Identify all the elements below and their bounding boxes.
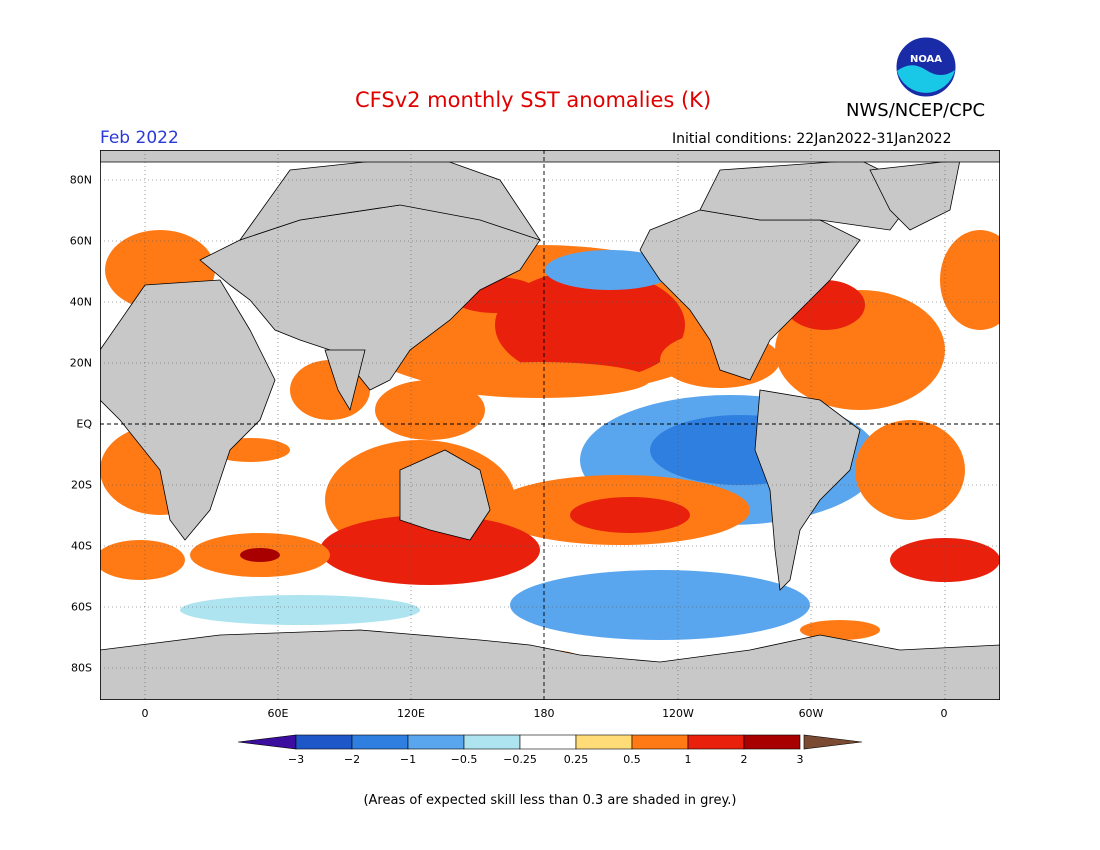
lon-label: 60E — [267, 707, 289, 720]
lat-label: 80S — [71, 661, 92, 675]
colorbar-bin — [463, 734, 521, 750]
colorbar-tick-label: −2 — [343, 753, 361, 766]
colorbar-tick-label: 1 — [684, 753, 692, 766]
sst-anomaly-map — [100, 150, 1000, 700]
colorbar-tick-label: −1 — [399, 753, 417, 766]
map-title: CFSv2 monthly SST anomalies (K) — [355, 88, 712, 112]
anomaly-northeast-atlantic-warm-east — [940, 230, 1000, 330]
colorbar-tick-label: −3 — [287, 753, 305, 766]
colorbar-bin — [575, 734, 633, 750]
anomaly-north-pacific-strong — [495, 270, 685, 380]
agency-label: NWS/NCEP/CPC — [846, 100, 986, 121]
skill-footnote: (Areas of expected skill less than 0.3 a… — [363, 793, 737, 808]
anomaly-agulhas-core — [240, 548, 280, 562]
lon-label: 120E — [397, 707, 425, 720]
landmasses — [100, 150, 1000, 700]
reference-lines — [100, 150, 1000, 700]
colorbar-tick-label: −0.5 — [450, 753, 478, 766]
colorbar-over-triangle — [803, 734, 862, 750]
colorbar-bin — [743, 734, 801, 750]
anomaly-southern-pacific-cool — [510, 570, 810, 640]
initial-conditions-label: Initial conditions: 22Jan2022-31Jan2022 — [672, 131, 952, 147]
colorbar-bins — [295, 734, 801, 750]
valid-month-label: Feb 2022 — [100, 128, 179, 148]
colorbar-tick-label: 2 — [740, 753, 748, 766]
land-india — [324, 349, 366, 412]
anomaly-gulf-alaska-cool — [545, 250, 675, 290]
anomaly-south-pacific-strong — [570, 497, 690, 533]
anomaly-tropical-north-pacific — [430, 362, 650, 398]
colorbar-bin — [519, 734, 577, 750]
land-antarctica — [100, 629, 1000, 700]
colorbar — [238, 734, 862, 750]
land-africa — [100, 279, 276, 541]
colorbar-bin — [351, 734, 409, 750]
colorbar-bin — [407, 734, 465, 750]
logo-rim — [895, 36, 957, 98]
land-north-america-arctic — [699, 159, 921, 231]
lat-label: 40S — [71, 539, 92, 553]
anomaly-maritime-continent — [375, 380, 485, 440]
colorbar-under-triangle — [238, 734, 297, 750]
colorbar-tick-label: 0.25 — [563, 753, 589, 766]
logo-text: NOAA — [910, 54, 942, 65]
colorbar-bin — [631, 734, 689, 750]
land-south-america — [754, 389, 861, 591]
lon-label: 120W — [662, 707, 694, 720]
lon-label: 0 — [940, 707, 948, 720]
land-arctic-mask — [100, 150, 1000, 163]
land-north-asia — [238, 154, 541, 241]
noaa-logo: NOAA — [895, 36, 957, 98]
lat-label: 20S — [71, 478, 92, 492]
lat-label: 60N — [69, 234, 92, 248]
anomaly-south-atlantic-strong — [890, 538, 1000, 582]
lat-label: 80N — [69, 173, 92, 187]
anomaly-southeast-atlantic-warm — [100, 540, 185, 580]
lat-label: 60S — [71, 600, 92, 614]
colorbar-bin — [687, 734, 745, 750]
anomaly-south-atlantic-warm — [855, 420, 965, 520]
lat-label: 20N — [69, 356, 92, 370]
land-australia — [399, 449, 491, 541]
anomaly-southern-indian-strong — [320, 515, 540, 585]
colorbar-tick-label: 3 — [796, 753, 804, 766]
lat-label: EQ — [76, 417, 92, 431]
lat-label: 40N — [69, 295, 92, 309]
colorbar-bin — [295, 734, 353, 750]
lon-label: 60W — [798, 707, 824, 720]
anomaly-southern-indian-cool — [180, 595, 420, 625]
lon-label: 180 — [533, 707, 555, 720]
logo-wave — [897, 65, 955, 93]
lon-label: 0 — [141, 707, 149, 720]
colorbar-tick-label: −0.25 — [503, 753, 537, 766]
colorbar-tick-label: 0.5 — [623, 753, 641, 766]
